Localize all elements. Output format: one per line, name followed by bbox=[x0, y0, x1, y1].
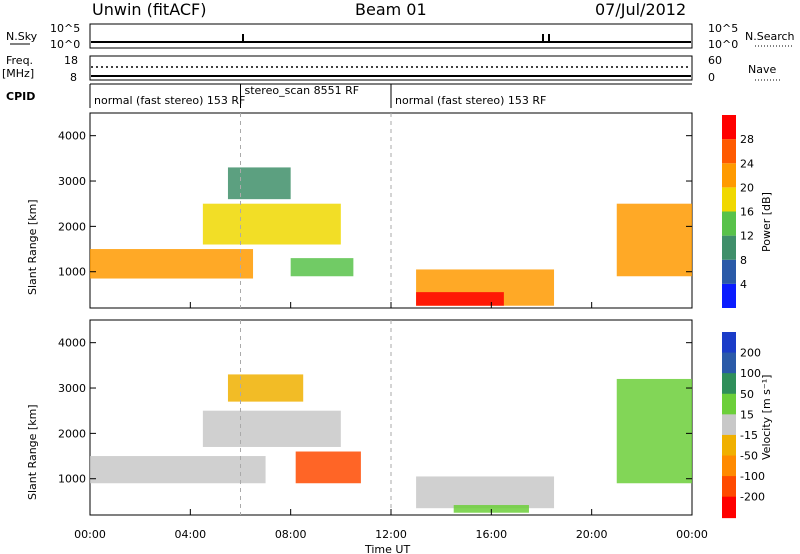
freq-tick-low: 8 bbox=[70, 71, 77, 84]
nsearch-label: N.Search bbox=[745, 30, 795, 43]
power-colorbar: 4 8 12 16 20 24 28 bbox=[722, 115, 754, 308]
freq-strip: Freq. [MHz] 18 8 60 0 Nave bbox=[2, 54, 782, 84]
power-echo-region bbox=[616, 203, 692, 277]
power-echo-region bbox=[416, 292, 504, 306]
date-title: 07/Jul/2012 bbox=[595, 0, 686, 19]
nave-tick-low: 0 bbox=[708, 71, 715, 84]
velocity-echo-region bbox=[453, 505, 529, 513]
velocity-echo-region bbox=[227, 374, 304, 402]
power-colorbar-swatch bbox=[722, 259, 736, 284]
power-colorbar-tick: 16 bbox=[740, 206, 754, 219]
cpid-strip: CPID normal (fast stereo) 153 RFstereo_s… bbox=[6, 83, 692, 108]
velocity-ytick-label: 4000 bbox=[58, 337, 86, 350]
velocity-echo-region bbox=[295, 451, 361, 484]
nsky-tick-high: 10^5 bbox=[50, 22, 80, 35]
power-colorbar-swatch bbox=[722, 283, 736, 308]
power-colorbar-swatch bbox=[722, 115, 736, 140]
power-colorbar-tick: 4 bbox=[740, 278, 747, 291]
velocity-colorbar-label: Velocity [m s⁻¹] bbox=[760, 375, 773, 460]
x-axis: 00:00 04:00 08:00 12:00 16:00 20:00 00:00 bbox=[74, 302, 708, 541]
power-colorbar-tick: 28 bbox=[740, 133, 754, 146]
power-colorbar-swatch bbox=[722, 187, 736, 212]
x-tick-label: 00:00 bbox=[74, 528, 106, 541]
velocity-panel: 1000 2000 3000 4000 bbox=[58, 319, 693, 516]
velocity-ytick-label: 3000 bbox=[58, 382, 86, 395]
power-colorbar-tick: 20 bbox=[740, 181, 754, 194]
velocity-colorbar-swatch bbox=[722, 414, 736, 436]
velocity-colorbar-swatch bbox=[722, 455, 736, 477]
noise-strip: N.Sky 10^5 10^0 10^5 10^0 N.Search bbox=[6, 22, 795, 51]
velocity-colorbar-tick: -50 bbox=[740, 450, 758, 463]
velocity-echo-region bbox=[416, 476, 555, 509]
power-colorbar-swatch bbox=[722, 211, 736, 236]
freq-label: Freq. bbox=[6, 54, 33, 67]
power-colorbar-swatch bbox=[722, 235, 736, 260]
power-ytick-label: 2000 bbox=[58, 220, 86, 233]
power-colorbar-tick: 24 bbox=[740, 157, 754, 170]
freq-tick-high: 18 bbox=[64, 54, 78, 67]
nsky-label: N.Sky bbox=[6, 30, 38, 43]
nsearch-tick-high: 10^5 bbox=[708, 22, 738, 35]
velocity-colorbar-swatch bbox=[722, 434, 736, 457]
x-tick-label: 04:00 bbox=[174, 528, 206, 541]
velocity-echo-region bbox=[90, 456, 266, 484]
x-tick-label: 12:00 bbox=[375, 528, 407, 541]
velocity-colorbar: 200 100 50 15 -15 -50 -100 -200 bbox=[722, 332, 765, 519]
x-axis-label: Time UT bbox=[364, 543, 410, 554]
power-colorbar-swatch bbox=[722, 139, 736, 164]
beam-title: Beam 01 bbox=[355, 0, 427, 19]
velocity-colorbar-swatch bbox=[722, 352, 736, 375]
power-ytick-label: 1000 bbox=[58, 266, 86, 279]
power-echo-region bbox=[290, 258, 354, 277]
velocity-colorbar-swatch bbox=[722, 373, 736, 395]
x-tick-label: 08:00 bbox=[275, 528, 307, 541]
power-colorbar-tick: 8 bbox=[740, 254, 747, 267]
velocity-echo-region bbox=[616, 378, 692, 484]
velocity-colorbar-swatch bbox=[722, 332, 736, 354]
cpid-segment-label: normal (fast stereo) 153 RF bbox=[94, 94, 245, 107]
velocity-colorbar-tick: 50 bbox=[740, 388, 754, 401]
velocity-ytick-label: 1000 bbox=[58, 473, 86, 486]
x-tick-label: 00:00 bbox=[676, 528, 708, 541]
velocity-colorbar-tick: 15 bbox=[740, 408, 754, 421]
station-title: Unwin (fitACF) bbox=[92, 0, 206, 19]
power-echo-region bbox=[202, 203, 341, 245]
y-axis-label-power: Slant Range [km] bbox=[26, 199, 39, 295]
velocity-colorbar-swatch bbox=[722, 476, 736, 498]
x-tick-label: 16:00 bbox=[475, 528, 507, 541]
cpid-segment-label: stereo_scan 8551 RF bbox=[245, 84, 360, 97]
power-colorbar-tick: 12 bbox=[740, 230, 754, 243]
power-echo-region bbox=[90, 249, 254, 279]
velocity-colorbar-swatch bbox=[722, 496, 736, 519]
nsky-tick-low: 10^0 bbox=[50, 38, 80, 51]
power-colorbar-swatch bbox=[722, 163, 736, 188]
y-axis-label-velocity: Slant Range [km] bbox=[26, 404, 39, 500]
nave-tick-high: 60 bbox=[708, 54, 722, 67]
freq-unit-label: [MHz] bbox=[2, 67, 34, 80]
velocity-echo-region bbox=[202, 410, 341, 447]
x-tick-label: 20:00 bbox=[576, 528, 608, 541]
power-ytick-label: 3000 bbox=[58, 175, 86, 188]
nsearch-tick-low: 10^0 bbox=[708, 38, 738, 51]
nave-label: Nave bbox=[748, 63, 776, 76]
velocity-colorbar-tick: -15 bbox=[740, 429, 758, 442]
power-colorbar-label: Power [dB] bbox=[760, 192, 773, 252]
velocity-colorbar-tick: -100 bbox=[740, 470, 765, 483]
cpid-segment-label: normal (fast stereo) 153 RF bbox=[395, 94, 546, 107]
velocity-ytick-label: 2000 bbox=[58, 427, 86, 440]
velocity-colorbar-tick: -200 bbox=[740, 491, 765, 504]
power-panel: 1000 2000 3000 4000 bbox=[58, 112, 693, 309]
velocity-colorbar-tick: 100 bbox=[740, 367, 761, 380]
velocity-colorbar-tick: 200 bbox=[740, 347, 761, 360]
velocity-colorbar-swatch bbox=[722, 393, 736, 416]
power-ytick-label: 4000 bbox=[58, 130, 86, 143]
power-echo-region bbox=[227, 167, 291, 200]
cpid-label: CPID bbox=[6, 90, 35, 103]
